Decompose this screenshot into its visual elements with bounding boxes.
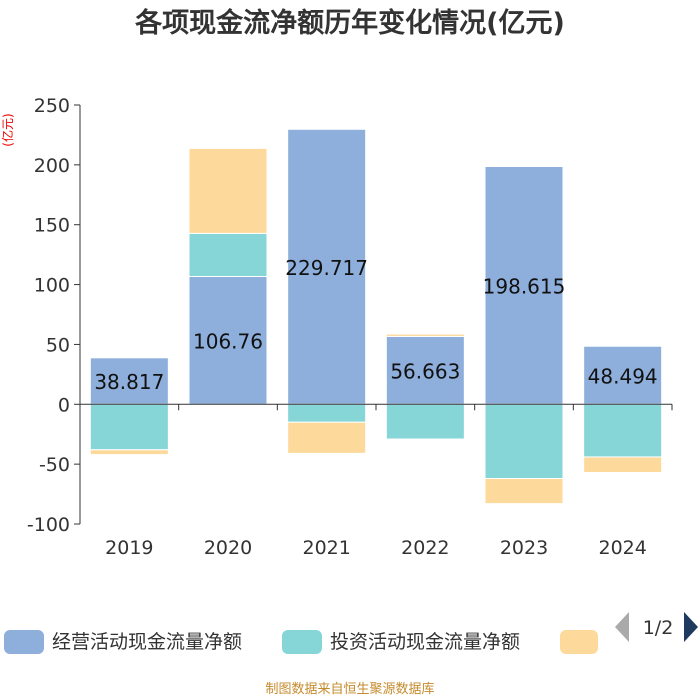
y-tick-label: -100 xyxy=(27,514,70,536)
bar-2022-series-3 xyxy=(385,333,465,337)
legend-swatch xyxy=(4,630,44,654)
x-tick-label: 2024 xyxy=(598,537,646,559)
data-label: 198.615 xyxy=(483,274,566,298)
next-page-icon[interactable] xyxy=(684,612,698,642)
bar-2022-series-2 xyxy=(385,403,465,440)
chart-title: 各项现金流净额历年变化情况(亿元) xyxy=(134,7,565,39)
bar-2024-series-3 xyxy=(583,456,663,474)
source-note: 制图数据来自恒生聚源数据库 xyxy=(265,681,434,697)
bar-2023-series-3 xyxy=(484,478,564,505)
data-label: 56.663 xyxy=(390,359,460,383)
legend-label: 经营活动现金流量净额 xyxy=(52,631,242,653)
data-label: 106.76 xyxy=(193,329,263,353)
y-axis-unit: (亿元) xyxy=(0,113,15,146)
y-tick-label: 0 xyxy=(58,394,70,416)
bar-2024-series-2 xyxy=(583,403,663,458)
y-tick-label: -50 xyxy=(39,454,70,476)
legend-pager: 1/2 xyxy=(615,612,698,642)
x-tick-label: 2020 xyxy=(204,537,252,559)
y-tick-label: 150 xyxy=(34,215,70,237)
data-label: 38.817 xyxy=(94,370,164,394)
legend-page-indicator: 1/2 xyxy=(643,617,674,639)
y-tick-label: 50 xyxy=(46,334,70,356)
bar-2020-series-2 xyxy=(188,232,268,277)
bar-2023-series-2 xyxy=(484,403,564,480)
legend-label: 投资活动现金流量净额 xyxy=(330,631,520,653)
bar-2021-series-2 xyxy=(287,403,367,423)
legend-swatch xyxy=(282,630,322,654)
data-label: 229.717 xyxy=(285,256,368,280)
x-tick-label: 2019 xyxy=(105,537,153,559)
y-tick-label: 250 xyxy=(34,95,70,117)
bar-2019-series-1 xyxy=(89,357,169,405)
bar-2024-series-1 xyxy=(583,345,663,405)
bar-2020-series-3 xyxy=(188,147,268,234)
y-tick-label: 100 xyxy=(34,275,70,297)
bar-2019-series-3 xyxy=(89,449,169,456)
y-tick-label: 200 xyxy=(34,155,70,177)
x-tick-label: 2021 xyxy=(302,537,350,559)
prev-page-icon[interactable] xyxy=(615,612,629,642)
data-label: 48.494 xyxy=(588,364,658,388)
legend-swatch xyxy=(560,630,598,654)
bar-2019-series-2 xyxy=(89,403,169,451)
bar-2021-series-3 xyxy=(287,421,367,454)
x-tick-label: 2023 xyxy=(500,537,548,559)
x-tick-label: 2022 xyxy=(401,537,449,559)
